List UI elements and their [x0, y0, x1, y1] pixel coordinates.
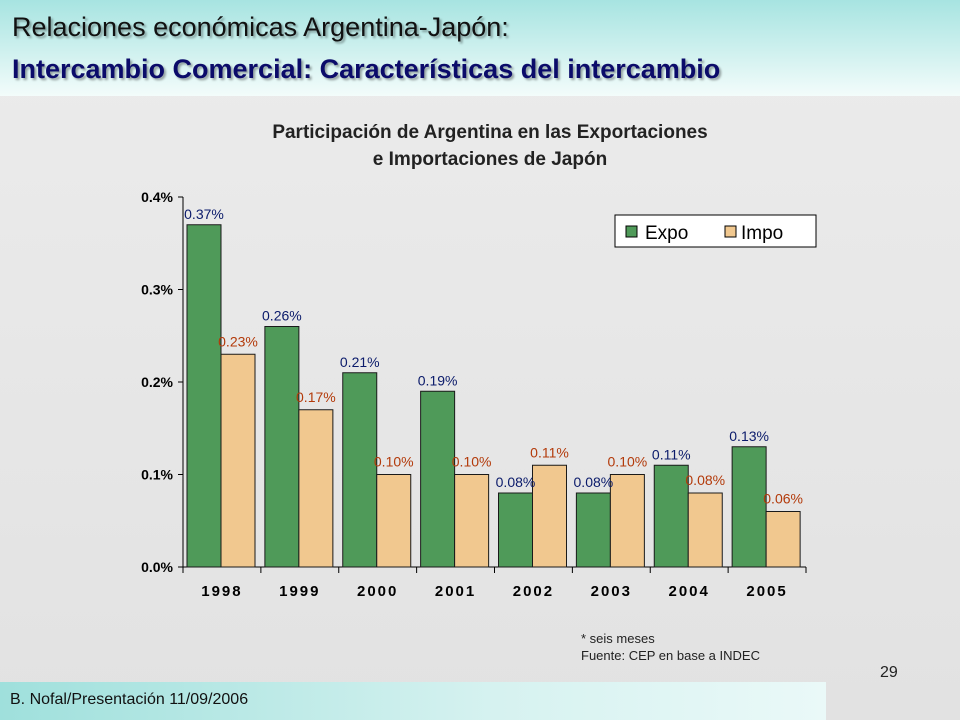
- data-label-impo: 0.10%: [608, 454, 648, 470]
- data-label-expo: 0.21%: [340, 354, 380, 370]
- data-label-expo: 0.37%: [184, 206, 224, 222]
- legend-label-expo: Expo: [645, 223, 688, 244]
- legend-swatch-impo: [724, 225, 737, 238]
- y-tick-label: 0.2%: [141, 374, 173, 390]
- x-tick-label: 2002: [513, 583, 554, 600]
- bar-impo: [376, 474, 412, 568]
- note-six-months: * seis meses: [581, 631, 655, 646]
- slide-footer: B. Nofal/Presentación 11/09/2006: [0, 682, 826, 720]
- data-label-impo: 0.10%: [452, 454, 492, 470]
- bar-expo: [575, 492, 611, 568]
- bar-impo: [298, 409, 334, 568]
- data-label-impo: 0.06%: [763, 491, 803, 507]
- data-label-expo: 0.19%: [418, 372, 458, 388]
- source-note: * seis meses Fuente: CEP en base a INDEC: [581, 630, 760, 664]
- bar-expo: [498, 492, 533, 568]
- legend-box: [614, 214, 817, 248]
- data-label-impo: 0.11%: [530, 444, 569, 460]
- legend-label-impo: Impo: [741, 223, 783, 244]
- slide-title: Relaciones económicas Argentina-Japón:: [12, 12, 509, 42]
- x-tick-label: 1998: [201, 583, 242, 600]
- bar-expo: [342, 372, 378, 568]
- legend-swatch-expo: [625, 225, 638, 238]
- x-tick-label: 1999: [279, 583, 320, 600]
- bar-expo: [264, 326, 300, 568]
- chart-title-line1: Participación de Argentina en las Export…: [272, 122, 708, 143]
- bar-impo: [687, 492, 723, 568]
- data-label-impo: 0.23%: [218, 333, 258, 349]
- x-tick-label: 2001: [435, 583, 476, 600]
- bar-impo: [765, 511, 801, 568]
- footer-text: B. Nofal/Presentación 11/09/2006: [10, 691, 249, 708]
- data-label-impo: 0.08%: [685, 472, 725, 488]
- data-label-expo: 0.11%: [652, 446, 691, 462]
- bar-expo: [420, 390, 456, 568]
- bar-impo: [454, 474, 490, 568]
- bar-impo: [609, 474, 645, 568]
- x-tick-label: 2005: [746, 583, 787, 600]
- data-label-expo: 0.13%: [729, 428, 769, 444]
- y-tick-label: 0.1%: [141, 467, 173, 483]
- bar-expo: [653, 464, 689, 568]
- page-number: 29: [880, 664, 898, 681]
- bar-expo: [731, 446, 767, 568]
- bar-impo: [532, 464, 567, 568]
- bar-expo: [186, 224, 222, 568]
- slide-subtitle: Intercambio Comercial: Características d…: [12, 54, 721, 84]
- data-label-expo: 0.08%: [574, 474, 614, 490]
- data-label-expo: 0.26%: [262, 308, 302, 324]
- y-tick-label: 0.3%: [141, 282, 173, 298]
- data-label-impo: 0.10%: [374, 454, 414, 470]
- x-tick-label: 2000: [357, 583, 398, 600]
- data-label-impo: 0.17%: [296, 389, 336, 405]
- chart-title: Participación de Argentina en las Export…: [190, 119, 790, 173]
- bar-impo: [220, 353, 256, 568]
- x-tick-label: 2003: [591, 583, 632, 600]
- y-tick-label: 0.0%: [141, 559, 173, 575]
- slide-header: Relaciones económicas Argentina-Japón: I…: [0, 0, 960, 96]
- chart-title-line2: e Importaciones de Japón: [372, 149, 608, 170]
- note-source: Fuente: CEP en base a INDEC: [581, 648, 760, 663]
- y-tick-label: 0.4%: [141, 189, 173, 205]
- x-tick-label: 2004: [669, 583, 710, 600]
- data-label-expo: 0.08%: [496, 474, 536, 490]
